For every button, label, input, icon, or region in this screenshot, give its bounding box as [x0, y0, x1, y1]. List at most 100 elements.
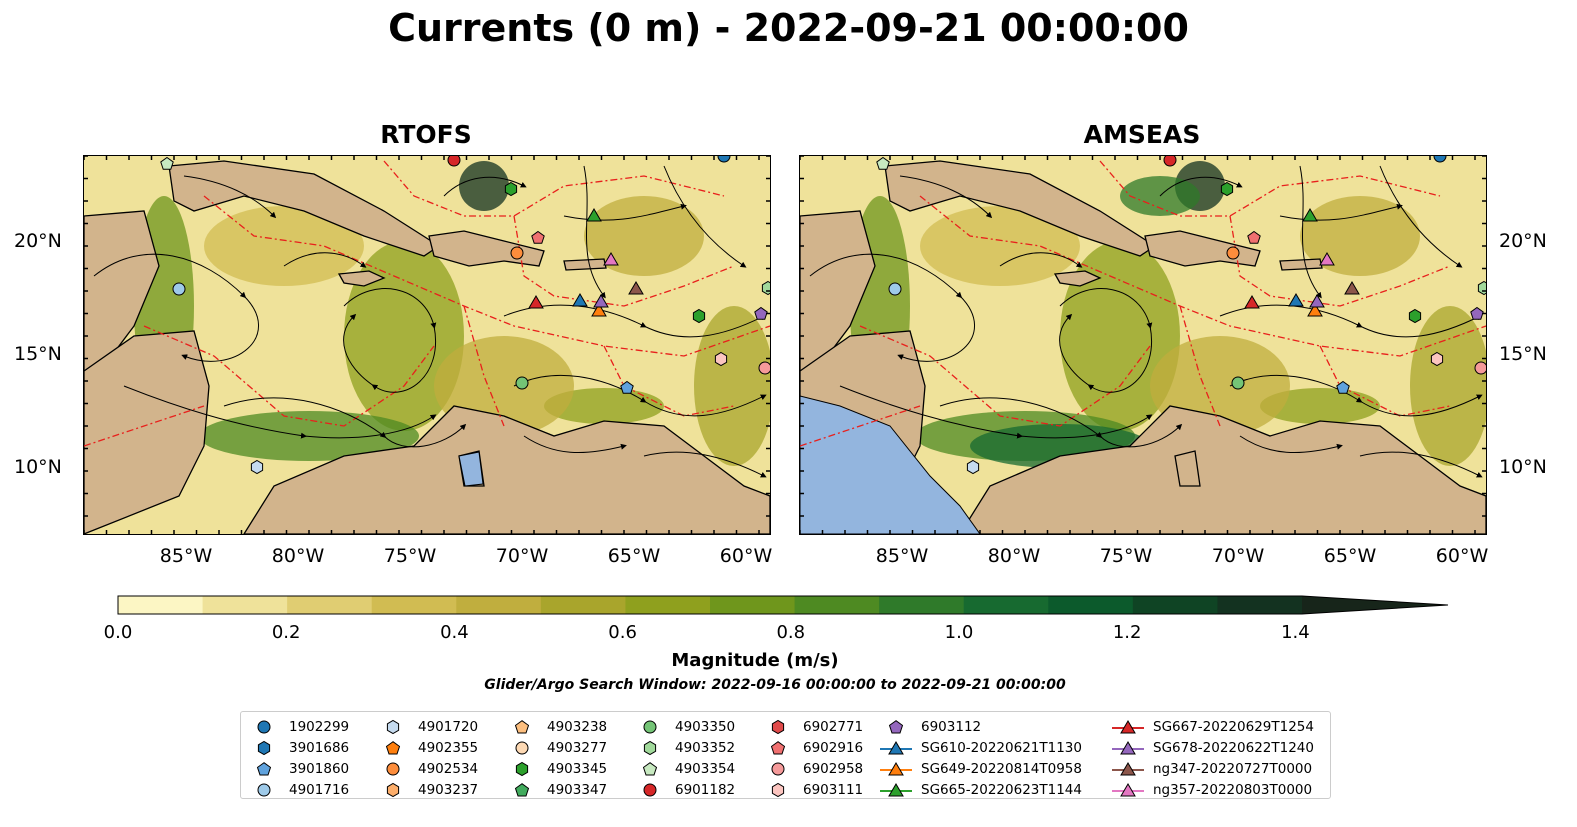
- colorbar-segment: [963, 596, 1049, 614]
- colorbar-segment: [456, 596, 542, 614]
- glider-marker: [591, 303, 607, 317]
- colorbar-segment: [1217, 596, 1303, 614]
- legend-item: 6902958: [761, 758, 863, 779]
- legend-item: SG649-20220814T0958: [879, 758, 1082, 779]
- streamline: [583, 165, 606, 299]
- streamline: [1159, 176, 1243, 197]
- argo-float-marker: [447, 156, 461, 167]
- legend-item: 3901686: [247, 737, 349, 758]
- legend-item-label: SG678-20220622T1240: [1153, 739, 1314, 756]
- eez-boundary: [383, 160, 725, 217]
- legend-item-label: 4903277: [547, 739, 608, 756]
- streamline: [563, 203, 687, 221]
- argo-float-marker: [1408, 308, 1422, 324]
- argo-float-marker: [692, 308, 706, 324]
- streamline: [899, 175, 993, 219]
- legend-item-label: 6903111: [803, 781, 864, 798]
- land-mass: [337, 270, 386, 287]
- legend-item-label: 4902355: [418, 739, 479, 756]
- legend-item-label: 6903112: [921, 718, 982, 735]
- eez-boundary: [1179, 305, 1221, 427]
- argo-float-marker: [510, 246, 524, 260]
- streamline: [1219, 304, 1483, 338]
- streamline: [1359, 451, 1483, 478]
- pentagon-marker-icon: [642, 761, 658, 775]
- x-tick-rtofs-3: 70°W: [495, 545, 549, 567]
- legend-item-label: 4901716: [289, 781, 350, 798]
- glider-marker: [1244, 295, 1260, 309]
- colorbar-tick: 1.0: [944, 622, 974, 643]
- pentagon-marker-icon: [888, 719, 904, 733]
- streamline: [443, 176, 527, 197]
- legend-item-label: SG610-20220621T1130: [921, 739, 1082, 756]
- hexagon-marker-icon: [386, 782, 400, 797]
- lake-maracaibo: [458, 451, 484, 487]
- legend-item-label: ng347-20220727T0000: [1153, 760, 1313, 777]
- pentagon-marker-icon: [256, 761, 272, 775]
- colorbar-segment: [540, 596, 626, 614]
- streamline: [513, 374, 767, 417]
- colorbar-segment: [1132, 596, 1218, 614]
- glider-marker: [572, 293, 588, 307]
- x-tick-amseas-0: 85°W: [875, 545, 929, 567]
- argo-float-marker: [1470, 306, 1484, 320]
- colorbar-label: Magnitude (m/s): [671, 650, 839, 671]
- x-tick-amseas-4: 65°W: [1323, 545, 1377, 567]
- x-tick-rtofs-0: 85°W: [159, 545, 213, 567]
- eez-boundary: [800, 405, 921, 447]
- pentagon-marker-icon: [514, 782, 530, 796]
- y-tick-left-10n: 10°N: [14, 456, 62, 478]
- glider-marker: [1344, 281, 1360, 295]
- map-panel-rtofs[interactable]: [83, 155, 771, 535]
- streamline: [1059, 288, 1153, 393]
- triangle-line-marker-icon: [1112, 719, 1144, 733]
- hexagon-marker-icon: [515, 761, 529, 776]
- glider-marker: [603, 252, 619, 266]
- argo-float-marker: [876, 156, 890, 170]
- triangle-line-marker-icon: [1112, 761, 1144, 775]
- x-tick-rtofs-2: 75°W: [383, 545, 437, 567]
- x-tick-rtofs-5: 60°W: [719, 545, 773, 567]
- pentagon-marker-icon: [385, 740, 401, 754]
- glider-marker: [628, 281, 644, 295]
- hexagon-marker-icon: [257, 740, 271, 755]
- colorbar-tick: 0.6: [608, 622, 637, 643]
- legend-item-label: 4903238: [547, 718, 608, 735]
- triangle-line-marker-icon: [1112, 740, 1144, 754]
- argo-float-marker: [1226, 246, 1240, 260]
- streamline: [343, 288, 437, 393]
- legend-item: 4903347: [505, 779, 607, 800]
- streamline: [1239, 435, 1343, 453]
- circle-marker-icon: [643, 783, 657, 796]
- legend-item-label: SG667-20220629T1254: [1153, 718, 1314, 735]
- panel-title-amseas: AMSEAS: [1083, 120, 1201, 149]
- colorbar-segment: [118, 596, 204, 614]
- streamline: [999, 252, 1083, 268]
- legend-item: 3901860: [247, 758, 349, 779]
- circle-marker-icon: [515, 741, 529, 754]
- colorbar-tick: 0.8: [776, 622, 806, 643]
- legend-item: SG678-20220622T1240: [1111, 737, 1314, 758]
- legend-item: 6902771: [761, 716, 863, 737]
- legend-item: 4903350: [633, 716, 735, 737]
- streamline: [1279, 203, 1403, 221]
- pentagon-marker-icon: [770, 740, 786, 754]
- x-tick-amseas-5: 60°W: [1435, 545, 1489, 567]
- argo-float-marker: [531, 230, 545, 244]
- glider-marker: [1309, 294, 1325, 308]
- colorbar-extend-arrow: [1302, 596, 1448, 614]
- land-mass: [243, 405, 770, 534]
- legend-item-label: 1902299: [289, 718, 350, 735]
- land-mass: [84, 330, 210, 534]
- argo-float-marker: [714, 351, 728, 367]
- legend-item-label: SG649-20220814T0958: [921, 760, 1082, 777]
- legend-item: 4903277: [505, 737, 607, 758]
- colorbar-tick: 0.0: [103, 622, 133, 643]
- map-panel-amseas[interactable]: [799, 155, 1487, 535]
- x-tick-rtofs-1: 80°W: [271, 545, 325, 567]
- legend-item-label: 4903352: [675, 739, 736, 756]
- legend-item-label: SG665-20220623T1144: [921, 781, 1082, 798]
- streamline: [183, 175, 277, 219]
- streamline: [643, 451, 767, 478]
- glider-marker: [528, 295, 544, 309]
